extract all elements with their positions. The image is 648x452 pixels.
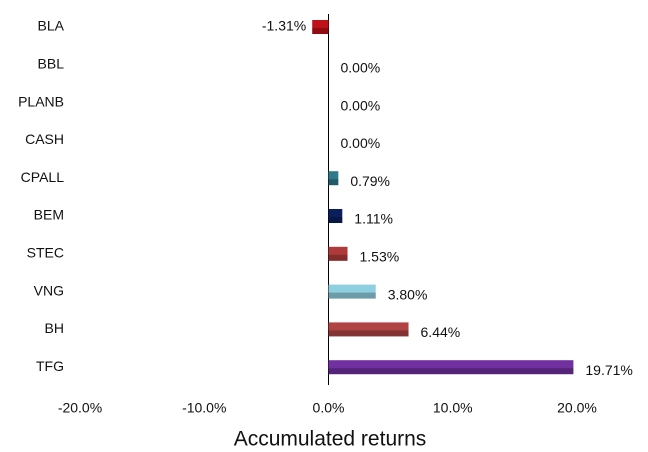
bar — [328, 322, 409, 337]
data-label: -1.31% — [262, 18, 306, 34]
data-label: 6.44% — [421, 324, 461, 340]
data-label: 3.80% — [388, 286, 428, 302]
data-label: 0.00% — [341, 97, 381, 113]
bar — [328, 284, 376, 299]
data-label: 0.79% — [350, 173, 390, 189]
y-tick-label: STEC — [27, 245, 64, 261]
bar — [328, 171, 339, 186]
data-label: 0.00% — [341, 135, 381, 151]
y-tick-label: VNG — [34, 282, 64, 298]
bar-shade — [328, 217, 343, 223]
y-tick-label: BBL — [38, 56, 65, 72]
y-tick-label: PLANB — [18, 93, 64, 109]
bar-shade — [312, 28, 329, 34]
x-axis-title: Accumulated returns — [234, 428, 427, 451]
y-tick-label: CASH — [25, 131, 64, 147]
data-label: 19.71% — [585, 362, 632, 378]
bar-shade — [328, 292, 376, 299]
y-tick-label: BH — [45, 320, 64, 336]
bar — [328, 209, 343, 223]
y-tick-label: CPALL — [21, 169, 65, 185]
bar — [328, 360, 574, 375]
x-tick-label: -20.0% — [58, 400, 102, 416]
y-tick-label: BLA — [38, 18, 65, 34]
bar-shade — [328, 330, 409, 337]
data-label: 1.53% — [360, 249, 400, 265]
x-tick-label: 20.0% — [557, 400, 597, 416]
x-tick-label: 10.0% — [433, 400, 473, 416]
bar-shade — [328, 254, 348, 261]
bar-shade — [328, 179, 339, 186]
data-label: 0.00% — [341, 60, 381, 76]
bar — [312, 20, 329, 34]
bar-shade — [328, 368, 574, 375]
bar — [328, 246, 348, 261]
y-tick-label: TFG — [36, 358, 64, 374]
x-tick-label: 0.0% — [313, 400, 345, 416]
data-label: 1.11% — [354, 211, 393, 227]
y-tick-label: BEM — [34, 207, 64, 223]
x-tick-label: -10.0% — [182, 400, 226, 416]
